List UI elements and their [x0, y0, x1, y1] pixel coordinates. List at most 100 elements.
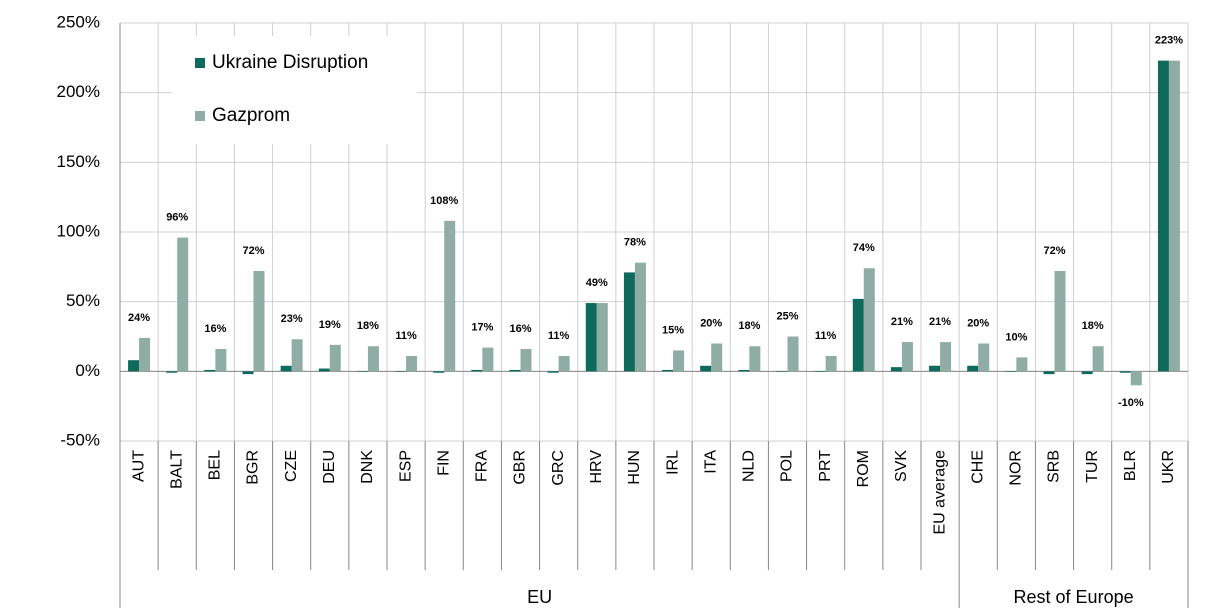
data-label: 18%: [1082, 320, 1104, 332]
bar: [700, 365, 712, 372]
data-label: 15%: [662, 324, 684, 336]
bar: [634, 262, 646, 372]
legend-swatch: [195, 111, 205, 121]
bar: [509, 369, 521, 372]
legend-label: Gazprom: [212, 105, 290, 126]
x-tick-label: AUT: [130, 450, 147, 482]
data-label: 20%: [967, 317, 989, 329]
data-label: 19%: [319, 319, 341, 331]
data-label: 16%: [204, 323, 226, 335]
x-tick-label: DNK: [359, 450, 376, 484]
y-tick-label: 200%: [57, 82, 100, 101]
data-label: 10%: [1005, 331, 1027, 343]
bar: [1005, 371, 1017, 372]
y-tick-label: 0%: [75, 361, 100, 380]
y-tick-label: 150%: [57, 152, 100, 171]
x-tick-label: CHE: [969, 450, 986, 484]
x-tick-label: NOR: [1008, 450, 1025, 486]
y-tick-label: 250%: [57, 12, 100, 31]
x-tick-label: TUR: [1084, 450, 1101, 483]
bar: [395, 371, 407, 372]
bar: [356, 371, 368, 372]
bar: [1043, 371, 1055, 375]
bar: [406, 356, 418, 372]
bar: [673, 350, 685, 372]
x-tick-label: DEU: [321, 450, 338, 484]
bar: [738, 369, 750, 372]
bar: [978, 343, 990, 372]
x-tick-label: IRL: [664, 450, 681, 475]
bar: [558, 356, 570, 372]
group-label: EU: [527, 587, 552, 607]
bar: [787, 336, 799, 372]
bar: [940, 342, 952, 372]
bar: [585, 303, 597, 372]
bar: [215, 349, 227, 372]
x-tick-label: NLD: [741, 450, 758, 482]
x-tick-label: SVK: [893, 450, 910, 482]
data-label: 72%: [1043, 245, 1065, 257]
data-label: 96%: [166, 211, 188, 223]
bar: [852, 298, 864, 372]
x-tick-label: POL: [779, 450, 796, 482]
bar: [318, 368, 330, 372]
bar: [547, 371, 559, 373]
bar: [1054, 271, 1066, 372]
bar: [776, 371, 788, 372]
bar: [471, 369, 483, 372]
x-tick-label: FIN: [435, 450, 452, 476]
bar: [433, 371, 445, 373]
data-label: 11%: [815, 330, 837, 342]
x-tick-label: PRT: [817, 450, 834, 482]
bar: [291, 339, 303, 372]
x-tick-label: HRV: [588, 450, 605, 484]
x-tick-label: ROM: [855, 450, 872, 487]
y-tick-label: 100%: [57, 221, 100, 240]
data-label: 17%: [471, 322, 493, 334]
data-label: 11%: [548, 330, 570, 342]
bar: [166, 371, 178, 373]
bar: [1092, 346, 1104, 372]
x-tick-label: ITA: [702, 450, 719, 474]
bar: [825, 356, 837, 372]
data-label: -10%: [1118, 397, 1144, 409]
data-label: 24%: [128, 312, 150, 324]
bar: [253, 271, 265, 372]
x-tick-label: BLR: [1122, 450, 1139, 481]
x-tick-label: BEL: [207, 450, 224, 480]
x-tick-label: HUN: [626, 450, 643, 485]
y-tick-label: 50%: [66, 291, 100, 310]
bar: [242, 371, 254, 375]
legend-swatch: [195, 58, 205, 68]
bar: [482, 347, 494, 372]
bar: [901, 342, 913, 372]
y-tick-label: -50%: [60, 430, 100, 449]
bar: [329, 344, 341, 372]
bar: [662, 369, 674, 372]
legend-box: [172, 36, 417, 144]
data-label: 16%: [509, 323, 531, 335]
labels: -50% 0% 50% 100% 150% 200% 250% EU Rest of Europ…: [57, 12, 1184, 606]
x-tick-label: BGR: [245, 450, 262, 485]
data-label: 20%: [700, 317, 722, 329]
bars: [128, 60, 1180, 386]
bar: [1157, 60, 1169, 372]
x-tick-label: ESP: [397, 450, 414, 482]
data-label: 21%: [891, 316, 913, 328]
data-label: 21%: [929, 316, 951, 328]
bar: [929, 365, 941, 372]
x-tick-label: EU average: [931, 450, 948, 535]
data-label: 223%: [1155, 35, 1183, 47]
bar: [367, 346, 379, 372]
legend-label: Ukraine Disruption: [212, 52, 368, 73]
bar: [1168, 60, 1180, 372]
bar: [890, 367, 902, 372]
x-tick-label: GRC: [550, 450, 567, 486]
data-label: 108%: [430, 195, 458, 207]
bar: [863, 268, 875, 372]
bar: [520, 349, 532, 372]
bar: [814, 371, 826, 372]
data-label: 74%: [853, 242, 875, 254]
bar: [177, 237, 189, 372]
bar: [280, 365, 292, 372]
